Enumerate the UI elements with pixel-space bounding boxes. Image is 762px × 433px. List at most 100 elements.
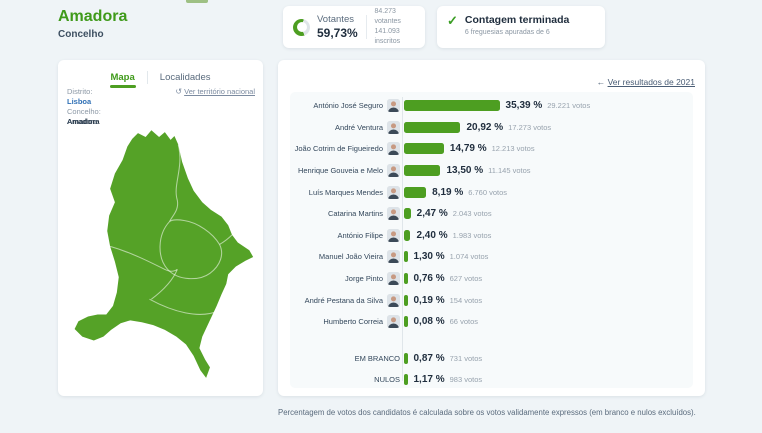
candidate-name: Manuel João Vieira <box>318 252 383 262</box>
vote-percent: 13,50 % <box>446 165 484 177</box>
tab-divider <box>146 71 148 84</box>
candidate-row: Humberto Correia 0,08 % 66 votos <box>290 311 693 333</box>
page-title: Amadora <box>58 8 128 25</box>
candidate-name: Henrique Gouveia e Melo <box>297 166 383 176</box>
geo-info: Distrito: Lisboa Concelho: Amadora <box>67 87 101 127</box>
candidate-row: João Cotrim de Figueiredo 14,79 % 12.213 v… <box>290 138 693 160</box>
candidate-row: Catarina Martins 2,47 % 2.043 votos <box>290 203 693 225</box>
rows-spacer <box>290 333 693 348</box>
candidate-name: António José Seguro <box>313 101 383 111</box>
count-status-card: ✓ Contagem terminada 6 freguesias apurad… <box>437 6 605 48</box>
national-territory-link[interactable]: ↺ Ver território nacional <box>175 87 255 96</box>
vote-share-bar <box>404 294 408 306</box>
candidate-name: André Pestana da Silva <box>304 295 383 305</box>
candidate-row: André Ventura 20,92 % 17.273 votos <box>290 117 693 139</box>
left-arrow-icon: ← <box>596 77 606 87</box>
vote-share-bar <box>404 208 411 220</box>
count-status-title: Contagem terminada <box>464 14 570 26</box>
candidate-avatar <box>387 272 400 286</box>
vote-share-bar <box>404 143 444 155</box>
row-label: NULOS <box>374 375 400 385</box>
candidate-avatar <box>387 185 400 199</box>
vote-share-bar <box>404 251 408 263</box>
candidate-avatar <box>387 120 400 134</box>
vote-count: 1.983 votos <box>452 230 492 240</box>
district-link[interactable]: Lisboa <box>67 97 92 106</box>
turnout-label: Votantes <box>317 14 354 25</box>
candidate-name: André Ventura <box>335 122 383 132</box>
tab-mapa[interactable]: Mapa <box>110 72 134 88</box>
vote-percent: 0,08 % <box>413 316 445 328</box>
vote-share-bar <box>404 352 408 364</box>
turnout-details: 84.273 votantes 141.093 inscritos <box>374 7 415 47</box>
vote-percent: 0,19 % <box>413 294 445 306</box>
candidate-row: António José Seguro 35,39 % 29.221 votos <box>290 95 693 117</box>
candidate-row: António Filipe 2,40 % 1.983 votos <box>290 225 693 247</box>
bar-zone: 2,40 % 1.983 votos <box>404 229 492 241</box>
bar-zone: 0,08 % 66 votos <box>404 316 478 328</box>
results-2021-link-label: Ver resultados de 2021 <box>607 77 695 87</box>
vote-count: 12.213 votos <box>491 144 535 154</box>
vote-count: 17.273 votos <box>508 122 552 132</box>
bar-zone: 0,87 % 731 votos <box>404 352 483 364</box>
vote-share-bar <box>404 186 427 198</box>
results-card: ← Ver resultados de 2021 António José Se… <box>278 60 705 396</box>
vote-percent: 14,79 % <box>449 143 487 155</box>
candidate-name: Catarina Martins <box>327 209 383 219</box>
bar-zone: 20,92 % 17.273 votos <box>404 121 552 133</box>
candidate-row: Manuel João Vieira 1,30 % 1.074 votos <box>290 246 693 268</box>
vote-share-bar <box>404 273 408 285</box>
candidate-avatar <box>387 250 400 264</box>
bar-zone: 13,50 % 11.145 votos <box>404 165 531 177</box>
candidate-avatar <box>387 293 400 307</box>
history-back-icon: ↺ <box>175 87 183 96</box>
vote-percent: 8,19 % <box>432 186 464 198</box>
candidate-name: Jorge Pinto <box>345 274 383 284</box>
map-card: Mapa Localidades Distrito: Lisboa Concel… <box>58 60 263 396</box>
result-rows: António José Seguro 35,39 % 29.221 votos An… <box>290 95 693 391</box>
vote-share-bar <box>404 165 441 177</box>
vote-count: 66 votos <box>449 317 478 327</box>
turnout-card: Votantes 59,73% 84.273 votantes 141.093 … <box>283 6 425 48</box>
municipality-shape <box>74 130 254 378</box>
vote-percent: 20,92 % <box>466 121 504 133</box>
bar-axis-line <box>402 97 403 381</box>
vote-percent: 35,39 % <box>505 100 543 112</box>
check-icon: ✓ <box>447 13 458 28</box>
vote-count: 11.145 votos <box>488 166 531 176</box>
count-status-subtitle: 6 freguesias apuradas de 6 <box>464 29 550 36</box>
vote-count: 731 votos <box>449 353 483 363</box>
blank-null-row: NULOS 1,17 % 983 votos <box>290 369 693 391</box>
page-subtitle: Concelho <box>58 29 104 40</box>
map-region-label: Amadora <box>67 117 98 126</box>
candidate-row: Henrique Gouveia e Melo 13,50 % 11.145 vot… <box>290 160 693 182</box>
vote-share-bar <box>404 374 408 386</box>
candidate-name: António Filipe <box>337 230 383 240</box>
footer-note: Percentagem de votos dos candidatos é ca… <box>278 408 696 417</box>
bar-zone: 8,19 % 6.760 votos <box>404 186 507 198</box>
amadora-municipality-map[interactable] <box>65 122 257 390</box>
turnout-percent: 59,73% <box>317 26 358 40</box>
candidate-avatar <box>387 207 400 221</box>
district-label: Distrito: <box>67 87 93 96</box>
council-label: Concelho: <box>67 107 101 116</box>
vote-percent: 1,30 % <box>413 251 445 263</box>
vote-count: 1.074 votos <box>449 252 489 262</box>
candidate-row: André Pestana da Silva 0,19 % 154 votos <box>290 289 693 311</box>
results-2021-link[interactable]: ← Ver resultados de 2021 <box>597 77 695 87</box>
council-value: Amadora <box>67 117 100 126</box>
candidate-name: João Cotrim de Figueiredo <box>294 144 383 154</box>
vote-count: 983 votos <box>449 375 483 385</box>
map-tabs: Mapa Localidades <box>58 60 263 88</box>
tab-localidades[interactable]: Localidades <box>159 71 211 83</box>
candidate-avatar <box>387 315 400 329</box>
vote-share-bar <box>404 100 500 112</box>
candidate-avatar <box>387 99 400 113</box>
turnout-summary: Votantes 59,73% <box>317 14 358 40</box>
vote-percent: 2,47 % <box>416 208 448 220</box>
results-list: António José Seguro 35,39 % 29.221 votos An… <box>290 92 693 388</box>
candidate-avatar <box>387 164 400 178</box>
candidate-name: Luís Marques Mendes <box>308 187 383 197</box>
turnout-donut-icon <box>293 18 310 36</box>
vote-count: 154 votos <box>449 295 483 305</box>
